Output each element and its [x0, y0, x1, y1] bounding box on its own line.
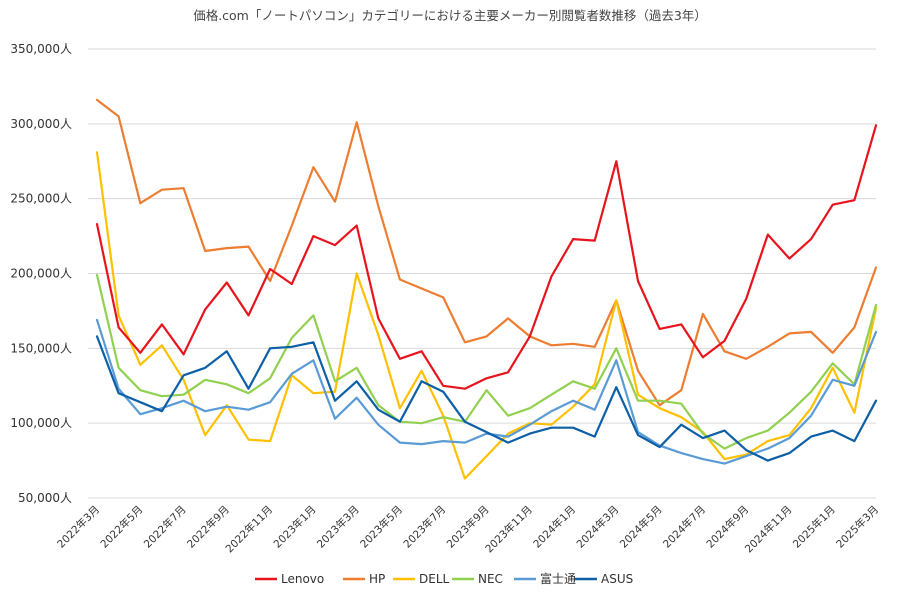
x-tick-label: 2022年11月 [223, 503, 275, 555]
legend-label: 富士通 [540, 571, 576, 586]
series-line-3 [95, 273, 878, 450]
series-line-5 [95, 335, 878, 462]
legend-label: Lenovo [281, 572, 324, 586]
legend-label: DELL [419, 572, 450, 586]
y-tick-label: 200,000人 [10, 267, 72, 281]
x-tick-label: 2024年5月 [617, 503, 665, 551]
x-tick-label: 2024年7月 [660, 503, 708, 551]
series-line-2 [95, 151, 878, 480]
x-tick-label: 2023年1月 [271, 503, 319, 551]
y-tick-label: 150,000人 [10, 341, 72, 355]
series-line-1 [95, 98, 878, 407]
x-tick-label: 2023年11月 [483, 503, 535, 555]
y-tick-label: 350,000人 [10, 42, 72, 56]
y-tick-label: 50,000人 [18, 491, 72, 505]
x-axis-ticks: 2022年3月2022年5月2022年7月2022年9月2022年11月2023… [54, 503, 881, 555]
x-tick-label: 2022年7月 [141, 503, 189, 551]
series-line-4 [95, 318, 878, 465]
x-tick-label: 2024年11月 [742, 503, 794, 555]
x-tick-label: 2023年7月 [401, 503, 449, 551]
y-tick-label: 100,000人 [10, 416, 72, 430]
x-tick-label: 2022年3月 [54, 503, 102, 551]
x-tick-label: 2024年1月 [531, 503, 579, 551]
legend: Lenovo HP DELL NEC 富士通 ASUS [255, 571, 633, 586]
x-tick-label: 2023年5月 [357, 503, 405, 551]
x-tick-label: 2025年1月 [790, 503, 838, 551]
x-tick-label: 2022年5月 [98, 503, 146, 551]
x-tick-label: 2025年3月 [833, 503, 881, 551]
x-tick-label: 2023年3月 [314, 503, 362, 551]
y-tick-label: 300,000人 [10, 117, 72, 131]
x-tick-label: 2024年9月 [704, 503, 752, 551]
x-tick-label: 2022年9月 [184, 503, 232, 551]
x-tick-label: 2023年9月 [444, 503, 492, 551]
series-line-0 [95, 124, 878, 390]
legend-label: ASUS [601, 572, 633, 586]
y-axis-ticks: 50,000人 100,000人 150,000人 200,000人 250,000人 3… [10, 42, 72, 505]
x-tick-label: 2024年3月 [574, 503, 622, 551]
chart-title: 価格.com「ノートパソコン」カテゴリーにおける主要メーカー別閲覧者数推移（過去… [193, 8, 707, 23]
gridlines [88, 48, 876, 499]
legend-label: HP [369, 572, 385, 586]
legend-label: NEC [478, 572, 503, 586]
y-tick-label: 250,000人 [10, 192, 72, 206]
series-lines [95, 98, 878, 480]
